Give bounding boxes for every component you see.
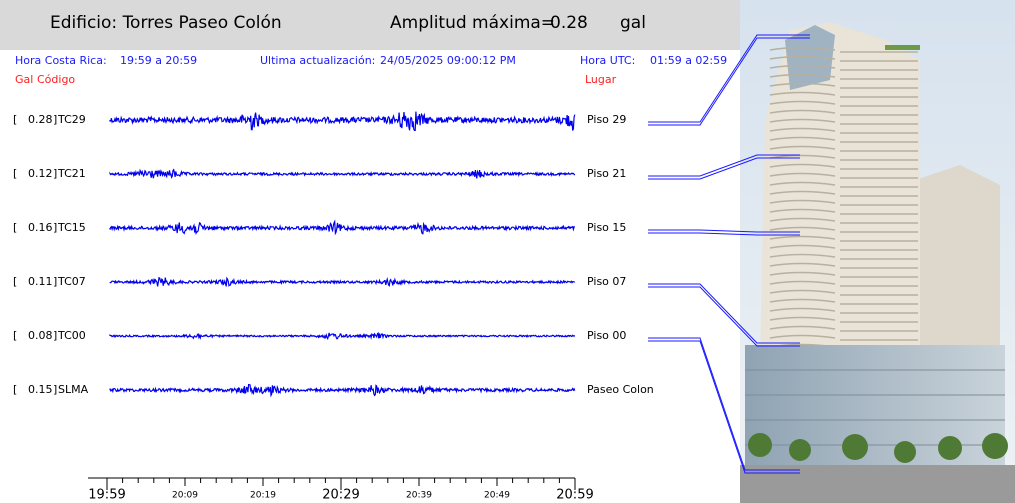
trace-code: TC21: [57, 167, 86, 180]
bracket-open: [: [13, 383, 17, 396]
update-label: Ultima actualización:: [260, 54, 375, 67]
place-header: Lugar: [585, 73, 617, 86]
tick-label: 19:59: [88, 488, 125, 503]
trace-code: SLMA: [58, 383, 89, 396]
header-bar: [0, 0, 740, 50]
waveform: [109, 168, 576, 179]
trace-place: Piso 15: [587, 221, 626, 234]
utc-label: Hora UTC:: [580, 54, 635, 67]
bracket-close: ]: [53, 383, 57, 396]
building-title: Edificio: Torres Paseo Colón: [50, 13, 282, 33]
tick-label: 20:39: [406, 491, 432, 501]
trace-code: TC07: [57, 275, 86, 288]
leader-line: [648, 157, 800, 180]
waveform: [109, 276, 576, 287]
update-time: 24/05/2025 09:00:12 PM: [380, 54, 516, 67]
leader-line: [648, 340, 800, 474]
trace-place: Piso 07: [587, 275, 626, 288]
waveform: [109, 219, 575, 236]
bracket-close: ]: [53, 275, 57, 288]
bracket-close: ]: [53, 113, 57, 126]
trace-place: Piso 21: [587, 167, 626, 180]
panel: [0, 0, 740, 503]
leader-line: [648, 154, 800, 177]
local-range: 19:59 a 20:59: [120, 54, 197, 67]
amplitude-label: Amplitud máxima=: [390, 13, 555, 33]
bracket-close: ]: [53, 167, 57, 180]
waveform: [109, 331, 576, 341]
bracket-open: [: [13, 167, 17, 180]
trace-amplitude: 0.12: [28, 167, 53, 180]
trace-code: TC29: [57, 113, 86, 126]
code-header: Código: [37, 73, 75, 86]
waveform: [109, 383, 576, 398]
tick-label: 20:49: [484, 491, 510, 501]
leader-line: [648, 286, 800, 347]
trace-code: TC00: [57, 329, 86, 342]
leader-line: [648, 283, 800, 344]
trace-amplitude: 0.08: [28, 329, 53, 342]
trace-amplitude: 0.11: [28, 275, 53, 288]
leader-line: [648, 37, 810, 126]
leader-line: [648, 34, 810, 123]
trace-place: Piso 29: [587, 113, 626, 126]
waveform: [109, 111, 576, 131]
bracket-close: ]: [53, 329, 57, 342]
trace-amplitude: 0.16: [28, 221, 53, 234]
leader-line: [648, 337, 800, 471]
trace-amplitude: 0.28: [28, 113, 53, 126]
tick-label: 20:59: [556, 488, 593, 503]
local-label: Hora Costa Rica:: [15, 54, 107, 67]
bracket-open: [: [13, 329, 17, 342]
leader-line: [648, 229, 800, 233]
bracket-close: ]: [53, 221, 57, 234]
building-image: [740, 0, 1015, 503]
bracket-open: [: [13, 275, 17, 288]
trace-place: Paseo Colon: [587, 383, 654, 396]
tick-label: 20:19: [250, 491, 276, 501]
amplitude-value: 0.28: [550, 13, 588, 33]
bracket-open: [: [13, 113, 17, 126]
trace-place: Piso 00: [587, 329, 626, 342]
amplitude-unit: gal: [620, 13, 646, 33]
trace-amplitude: 0.15: [28, 383, 53, 396]
tick-label: 20:29: [322, 488, 359, 503]
leader-lines: [648, 34, 810, 474]
bracket-open: [: [13, 221, 17, 234]
gal-header: Gal: [15, 73, 33, 86]
leader-line: [648, 232, 800, 236]
trace-code: TC15: [57, 221, 86, 234]
tick-label: 20:09: [172, 491, 198, 501]
utc-range: 01:59 a 02:59: [650, 54, 727, 67]
